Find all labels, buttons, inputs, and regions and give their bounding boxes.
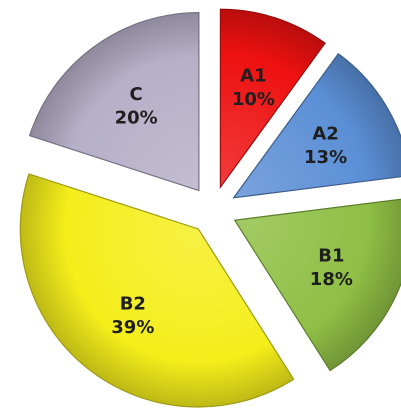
pie-slice-b2	[19, 173, 295, 408]
pie-slice-a2	[232, 52, 401, 199]
pie-slice-label-b1: B1 18%	[310, 246, 353, 290]
slice-percent: 10%	[232, 89, 275, 110]
slice-name: A2	[312, 123, 338, 144]
pie-slice-a1	[219, 8, 326, 190]
pie-slices	[19, 8, 401, 408]
slice-name: C	[130, 84, 143, 105]
pie-slice-b1	[233, 198, 401, 372]
pie-labels: A1 10%A2 13%B1 18%B2 39%C 20%	[111, 66, 353, 338]
slice-percent: 18%	[310, 269, 353, 290]
pie-slice-c	[28, 11, 200, 192]
slice-name: B1	[318, 246, 344, 267]
pie-slice-label-a2: A2 13%	[304, 123, 347, 167]
slice-name: A1	[240, 66, 266, 87]
slice-name: B2	[120, 293, 146, 314]
pie-slice-label-c: C 20%	[115, 84, 158, 128]
pie-slice-label-a1: A1 10%	[232, 66, 275, 110]
slice-percent: 13%	[304, 147, 347, 168]
pie-slice-label-b2: B2 39%	[111, 293, 154, 337]
slice-percent: 39%	[111, 317, 154, 338]
slice-percent: 20%	[115, 108, 158, 129]
